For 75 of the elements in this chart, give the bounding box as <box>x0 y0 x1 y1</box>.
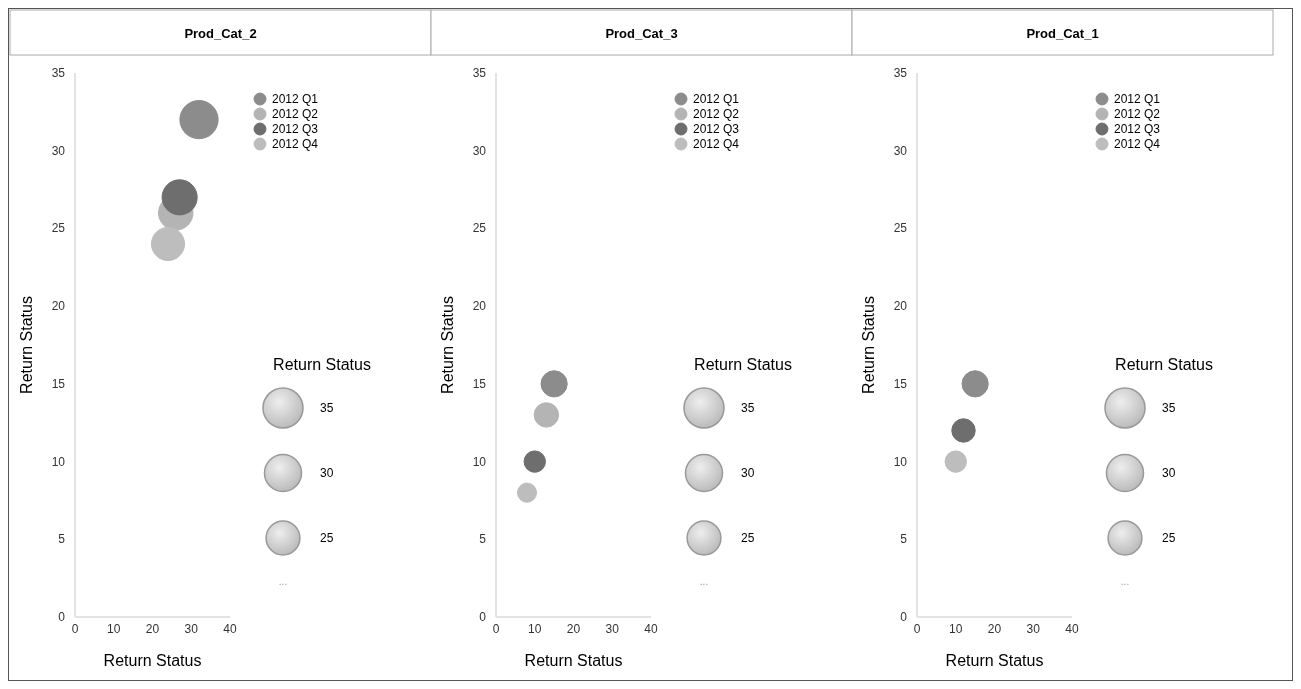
legend-label: 30 <box>320 466 334 480</box>
x-tick-label: 10 <box>949 622 963 636</box>
y-tick-label: 10 <box>472 454 487 469</box>
y-tick-label: 10 <box>893 454 908 469</box>
legend-label: 30 <box>1162 466 1176 480</box>
chart-title: Prod_Cat_3 <box>605 26 678 41</box>
y-tick-label: 0 <box>900 610 908 624</box>
y-axis-title: Return Status <box>860 296 877 394</box>
y-tick-label: 20 <box>893 299 908 314</box>
legend-label: 2012 Q4 <box>693 137 740 151</box>
x-axis-title: Return Status <box>945 652 1044 669</box>
x-tick-label: 10 <box>107 622 121 636</box>
y-tick-label: 10 <box>51 454 66 469</box>
legend-title: Return Status <box>694 356 792 373</box>
x-tick-label: 40 <box>1065 622 1079 636</box>
text: ... <box>1120 576 1130 587</box>
chart-title: Prod_Cat_1 <box>1026 26 1099 41</box>
x-tick-label: 40 <box>223 622 237 636</box>
legend-label: 35 <box>320 401 334 415</box>
y-tick-label: 30 <box>472 143 487 158</box>
x-tick-label: 10 <box>528 622 542 636</box>
chart-title: Prod_Cat_2 <box>184 26 257 41</box>
legend-label: 2012 Q4 <box>1114 137 1161 151</box>
y-tick-label: 30 <box>893 143 908 158</box>
y-tick-label: 15 <box>472 376 487 391</box>
legend-label: 2012 Q1 <box>693 92 740 106</box>
legend-label: 25 <box>1162 531 1176 545</box>
x-tick-label: 30 <box>184 622 199 636</box>
legend-label: 35 <box>741 401 755 415</box>
y-axis-title: Return Status <box>18 296 35 394</box>
x-tick-label: 0 <box>913 622 921 636</box>
legend-title: Return Status <box>1115 356 1213 373</box>
y-tick-label: 25 <box>893 221 908 236</box>
y-tick-label: 15 <box>51 376 66 391</box>
legend-label: 2012 Q1 <box>1114 92 1161 106</box>
legend-label: 2012 Q2 <box>693 107 740 121</box>
legend-label: 2012 Q3 <box>272 122 319 136</box>
text: ... <box>699 576 709 587</box>
legend-title: Return Status <box>273 356 371 373</box>
x-tick-label: 0 <box>71 622 79 636</box>
y-tick-label: 25 <box>472 221 487 236</box>
x-tick-label: 30 <box>605 622 620 636</box>
y-axis-title: Return Status <box>439 296 456 394</box>
y-tick-label: 20 <box>51 299 66 314</box>
text: ... <box>278 576 288 587</box>
y-tick-label: 20 <box>472 299 487 314</box>
legend-label: 25 <box>320 531 334 545</box>
x-tick-label: 20 <box>987 622 1002 636</box>
x-axis-title: Return Status <box>103 652 202 669</box>
x-axis-title: Return Status <box>524 652 623 669</box>
x-tick-label: 0 <box>492 622 500 636</box>
y-tick-label: 5 <box>479 532 487 547</box>
legend-label: 2012 Q1 <box>272 92 319 106</box>
legend-label: 30 <box>741 466 755 480</box>
x-tick-label: 30 <box>1026 622 1041 636</box>
y-tick-label: 5 <box>900 532 908 547</box>
y-tick-label: 30 <box>51 143 66 158</box>
legend-label: 2012 Q2 <box>1114 107 1161 121</box>
y-tick-label: 5 <box>58 532 66 547</box>
x-tick-label: 40 <box>644 622 658 636</box>
y-tick-label: 25 <box>51 221 66 236</box>
legend-label: 2012 Q3 <box>1114 122 1161 136</box>
x-tick-label: 20 <box>566 622 581 636</box>
legend-label: 2012 Q3 <box>693 122 740 136</box>
y-tick-label: 15 <box>893 376 908 391</box>
legend-label: 2012 Q2 <box>272 107 319 121</box>
legend-label: 35 <box>1162 401 1176 415</box>
y-tick-label: 35 <box>472 66 487 80</box>
y-tick-label: 35 <box>893 66 908 80</box>
legend-label: 2012 Q4 <box>272 137 319 151</box>
y-tick-label: 0 <box>479 610 487 624</box>
x-tick-label: 20 <box>145 622 160 636</box>
y-tick-label: 35 <box>51 66 66 80</box>
y-tick-label: 0 <box>58 610 66 624</box>
legend-label: 25 <box>741 531 755 545</box>
